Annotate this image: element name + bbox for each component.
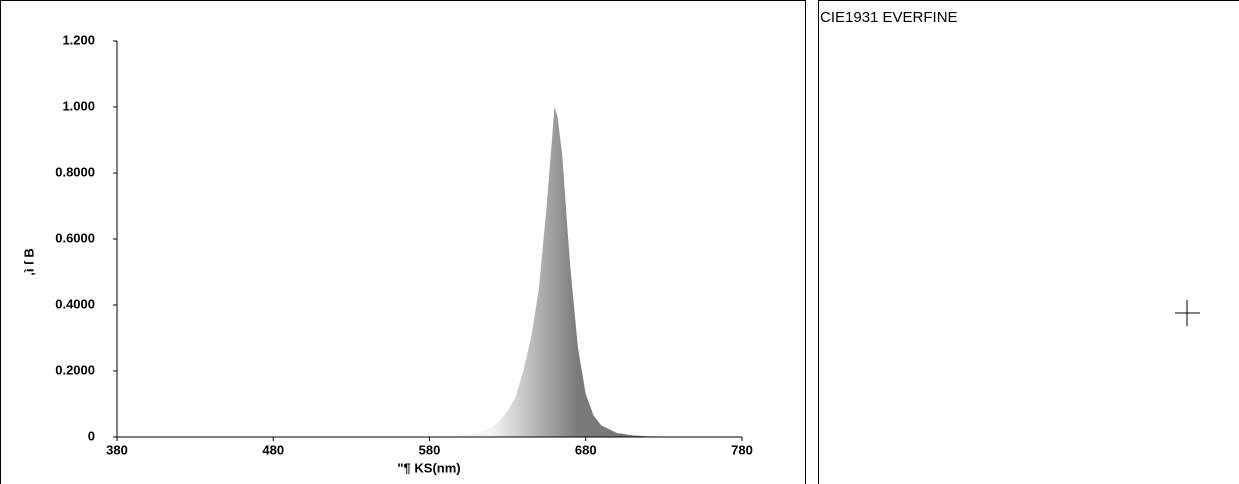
x-tick-label: 580 — [419, 442, 441, 457]
y-tick-label: 0.2000 — [55, 362, 95, 377]
cie-panel — [818, 0, 1239, 484]
y-tick-label: 1.000 — [62, 98, 95, 113]
x-tick-label: 680 — [575, 442, 597, 457]
chart-frame — [0, 0, 806, 484]
y-tick-label: 0.8000 — [55, 164, 95, 179]
y-axis-label: ,ì ſ B — [21, 248, 36, 275]
y-tick-label: 1.200 — [62, 32, 95, 47]
spectrum-area — [117, 107, 742, 437]
x-tick-label: 380 — [106, 442, 128, 457]
y-tick-label: 0.4000 — [55, 296, 95, 311]
x-tick-label: 780 — [731, 442, 753, 457]
y-tick-label: 0.6000 — [55, 230, 95, 245]
crosshair — [1175, 300, 1200, 326]
y-tick-label: 0 — [88, 428, 95, 443]
x-tick-label: 480 — [262, 442, 284, 457]
x-axis-label: "¶ KS(nm) — [397, 460, 460, 475]
cie-title: CIE1931 EVERFINE — [820, 9, 958, 26]
